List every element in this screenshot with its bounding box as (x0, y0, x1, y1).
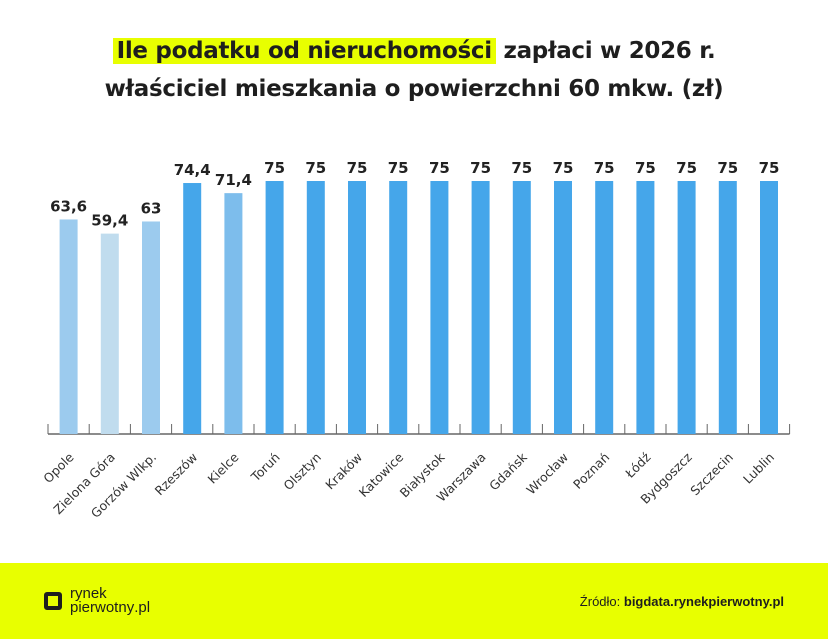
data-label: 63,6 (50, 197, 87, 215)
x-tick-label: Poznań (570, 450, 612, 492)
chart-title: Ile podatku od nieruchomości zapłaci w 2… (0, 32, 828, 108)
bar (100, 233, 119, 434)
x-tick-label: Rzeszów (152, 450, 201, 499)
data-label: 59,4 (91, 212, 128, 230)
x-tick-label: Olsztyn (280, 450, 324, 494)
data-label: 75 (305, 159, 326, 177)
title-line1-rest: zapłaci w 2026 r. (495, 38, 716, 64)
data-label: 75 (388, 159, 409, 177)
data-label: 75 (594, 159, 615, 177)
data-label: 75 (635, 159, 656, 177)
source-link: bigdata.rynekpierwotny.pl (623, 594, 784, 609)
x-tick-label: Łódź (622, 449, 654, 481)
x-tick-label: Wrocław (523, 450, 571, 498)
logo: rynek pierwotny.pl (44, 585, 151, 616)
x-tick-label: Kielce (204, 449, 241, 486)
data-label: 71,4 (215, 171, 252, 189)
bar (595, 181, 614, 434)
source-label: Źródło: (579, 594, 624, 609)
title-line2: właściciel mieszkania o powierzchni 60 m… (104, 76, 724, 102)
data-label: 75 (429, 159, 450, 177)
bar (471, 181, 490, 434)
bar (636, 181, 655, 434)
logo-suffix: .pl (134, 599, 151, 616)
data-label: 75 (470, 159, 491, 177)
bar (224, 193, 243, 434)
logo-line2: pierwotny (70, 599, 135, 616)
data-label: 75 (553, 159, 574, 177)
bar (265, 181, 284, 434)
x-tick-label: Szczecin (687, 450, 736, 499)
bar (59, 219, 78, 434)
data-label: 75 (264, 159, 285, 177)
data-label: 75 (511, 159, 532, 177)
logo-line1: rynek (70, 585, 107, 602)
bar (389, 181, 408, 434)
bar (183, 183, 202, 434)
bar (554, 181, 572, 434)
bar (348, 181, 366, 434)
bar (718, 181, 737, 434)
source: Źródło: bigdata.rynekpierwotny.pl (580, 594, 784, 609)
x-tick-label: Lublin (740, 450, 777, 487)
data-label: 75 (717, 159, 738, 177)
bar (306, 181, 325, 434)
data-label: 75 (759, 159, 780, 177)
data-label: 75 (676, 159, 697, 177)
bar (142, 221, 160, 434)
data-label: 75 (347, 159, 368, 177)
bar (677, 181, 696, 434)
data-label: 63 (141, 199, 162, 217)
logo-icon (44, 592, 62, 610)
title-highlight: Ile podatku od nieruchomości (112, 38, 496, 64)
x-tick-label: Toruń (247, 450, 282, 485)
bar (512, 181, 531, 434)
bar (760, 181, 778, 434)
footer: rynek pierwotny.pl Źródło: bigdata.rynekp… (0, 563, 828, 639)
bar (430, 181, 449, 434)
data-label: 74,4 (174, 161, 211, 179)
x-tick-label: Opole (40, 449, 77, 486)
